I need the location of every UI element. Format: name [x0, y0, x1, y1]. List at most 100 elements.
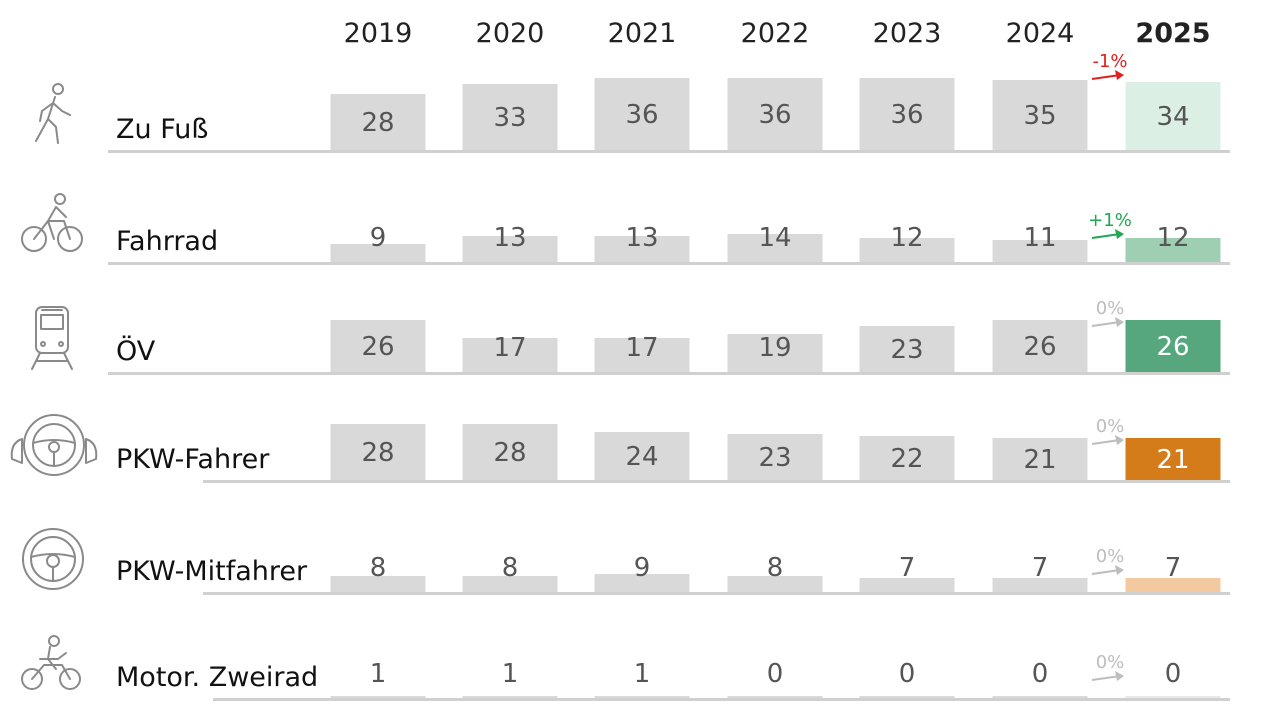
bar-2021 [594, 78, 690, 150]
value-label-2023: 23 [890, 335, 923, 365]
row-label: ÖV [116, 335, 156, 367]
change-arrowhead [1115, 229, 1124, 239]
value-label-2023: 7 [899, 553, 916, 583]
bar-2023 [859, 696, 955, 698]
value-label-2025: 7 [1165, 553, 1182, 583]
row-label: PKW-Mitfahrer [116, 556, 308, 587]
bar-2019 [330, 320, 426, 372]
value-label-2024: 26 [1023, 332, 1056, 362]
value-label-2020: 8 [502, 553, 519, 583]
change-arrow [1091, 233, 1121, 239]
bar-2024 [992, 438, 1088, 480]
change-arrowhead [1115, 435, 1124, 445]
bar-2021 [594, 236, 690, 262]
change-arrow [1091, 74, 1121, 80]
walking-person-icon [35, 83, 71, 144]
value-label-2025: 0 [1165, 659, 1182, 689]
value-label-2019: 26 [361, 332, 394, 362]
bar-2023 [859, 326, 955, 372]
change-arrow [1091, 439, 1121, 445]
bar-2021 [594, 574, 690, 592]
value-label-2022: 23 [758, 443, 791, 473]
change-label: +1% [1088, 210, 1132, 231]
motorcycle-icon [21, 635, 81, 690]
bar-2020 [462, 696, 558, 698]
value-label-2021: 17 [625, 333, 658, 363]
year-label-2022: 2022 [741, 18, 810, 49]
change-label: 0% [1096, 298, 1125, 319]
value-label-2022: 14 [758, 223, 791, 253]
row-2: ÖV 26 17 17 19 23 26 26 0% [31, 298, 1230, 375]
bar-2022 [727, 576, 823, 592]
row-4: PKW-Mitfahrer 8 8 9 8 7 7 7 0% [22, 528, 1230, 595]
value-label-2024: 21 [1023, 445, 1056, 475]
year-label-2023: 2023 [873, 18, 942, 49]
train-icon [31, 306, 73, 370]
steering-wheel-hands-icon [10, 414, 98, 476]
bar-2020 [462, 236, 558, 262]
change-arrowhead [1115, 671, 1124, 681]
row-label: PKW-Fahrer [116, 444, 270, 475]
value-label-2022: 36 [758, 100, 791, 130]
bar-2021 [594, 432, 690, 480]
value-label-2025: 26 [1156, 332, 1189, 362]
bar-2024 [992, 240, 1088, 262]
value-label-2025: 12 [1156, 223, 1189, 253]
bar-2019 [330, 696, 426, 698]
change-label: -1% [1092, 51, 1127, 72]
bar-2025 [1125, 696, 1221, 698]
bar-2022 [727, 78, 823, 150]
bar-2019 [330, 424, 426, 480]
bar-2025 [1125, 238, 1221, 262]
value-label-2022: 19 [758, 333, 791, 363]
value-label-2019: 9 [370, 223, 387, 253]
year-label-2025: 2025 [1135, 18, 1210, 49]
bar-2025 [1125, 578, 1221, 592]
value-label-2025: 34 [1156, 102, 1189, 132]
value-label-2024: 7 [1032, 553, 1049, 583]
change-arrowhead [1115, 317, 1124, 327]
value-label-2019: 8 [370, 553, 387, 583]
change-label: 0% [1096, 546, 1125, 567]
row-0: Zu Fuß 28 33 36 36 36 35 34 -1% [35, 51, 1230, 153]
row-3: PKW-Fahrer 28 28 24 23 22 21 21 0% [10, 414, 1230, 483]
change-arrowhead [1115, 70, 1124, 80]
row-5: Motor. Zweirad 1 1 1 0 0 0 0 0% [21, 635, 1230, 701]
change-arrow [1091, 569, 1121, 575]
bar-2024 [992, 320, 1088, 372]
bar-2024 [992, 696, 1088, 698]
bar-2020 [462, 338, 558, 372]
bar-2021 [594, 696, 690, 698]
value-label-2023: 36 [890, 100, 923, 130]
row-label: Zu Fuß [116, 114, 208, 145]
bar-2022 [727, 434, 823, 480]
year-label-2019: 2019 [344, 18, 413, 49]
bar-2022 [727, 696, 823, 698]
value-label-2021: 9 [634, 553, 651, 583]
value-label-2021: 36 [625, 100, 658, 130]
row-label: Motor. Zweirad [116, 662, 318, 693]
bar-2025 [1125, 320, 1221, 372]
bar-2019 [330, 94, 426, 150]
value-label-2023: 0 [899, 659, 916, 689]
value-label-2020: 28 [493, 438, 526, 468]
value-label-2023: 22 [890, 444, 923, 474]
value-label-2019: 1 [370, 659, 387, 689]
row-1: Fahrrad 9 13 13 14 12 11 12 +1% [21, 193, 1230, 265]
change-arrowhead [1115, 565, 1124, 575]
value-label-2020: 33 [493, 103, 526, 133]
row-label: Fahrrad [116, 226, 218, 257]
bar-2024 [992, 80, 1088, 150]
value-label-2025: 21 [1156, 445, 1189, 475]
value-label-2024: 35 [1023, 101, 1056, 131]
value-label-2021: 24 [625, 442, 658, 472]
change-arrow [1091, 675, 1121, 681]
value-label-2024: 11 [1023, 223, 1056, 253]
value-label-2021: 1 [634, 659, 651, 689]
value-label-2021: 13 [625, 223, 658, 253]
value-label-2020: 17 [493, 333, 526, 363]
value-label-2022: 0 [767, 659, 784, 689]
year-label-2021: 2021 [608, 18, 677, 49]
